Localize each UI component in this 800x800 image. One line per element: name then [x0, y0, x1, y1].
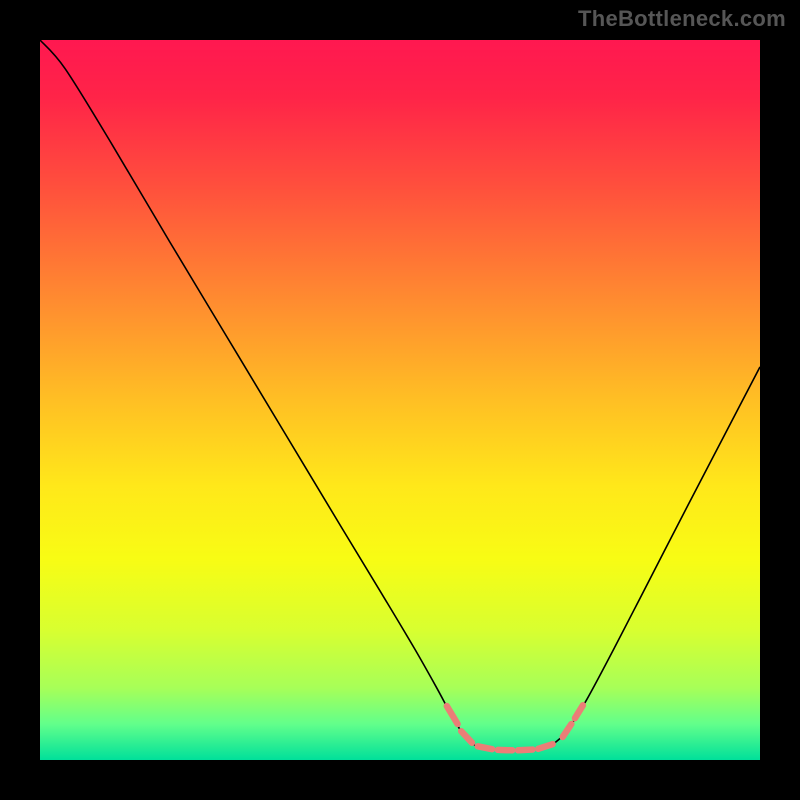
chart-frame: TheBottleneck.com	[0, 0, 800, 800]
chart-plot-area	[40, 40, 760, 760]
gradient-background	[40, 40, 760, 760]
trough-marker	[538, 744, 552, 749]
watermark-text: TheBottleneck.com	[578, 6, 786, 32]
chart-svg	[40, 40, 760, 760]
trough-marker	[518, 750, 532, 751]
trough-marker	[478, 746, 492, 749]
